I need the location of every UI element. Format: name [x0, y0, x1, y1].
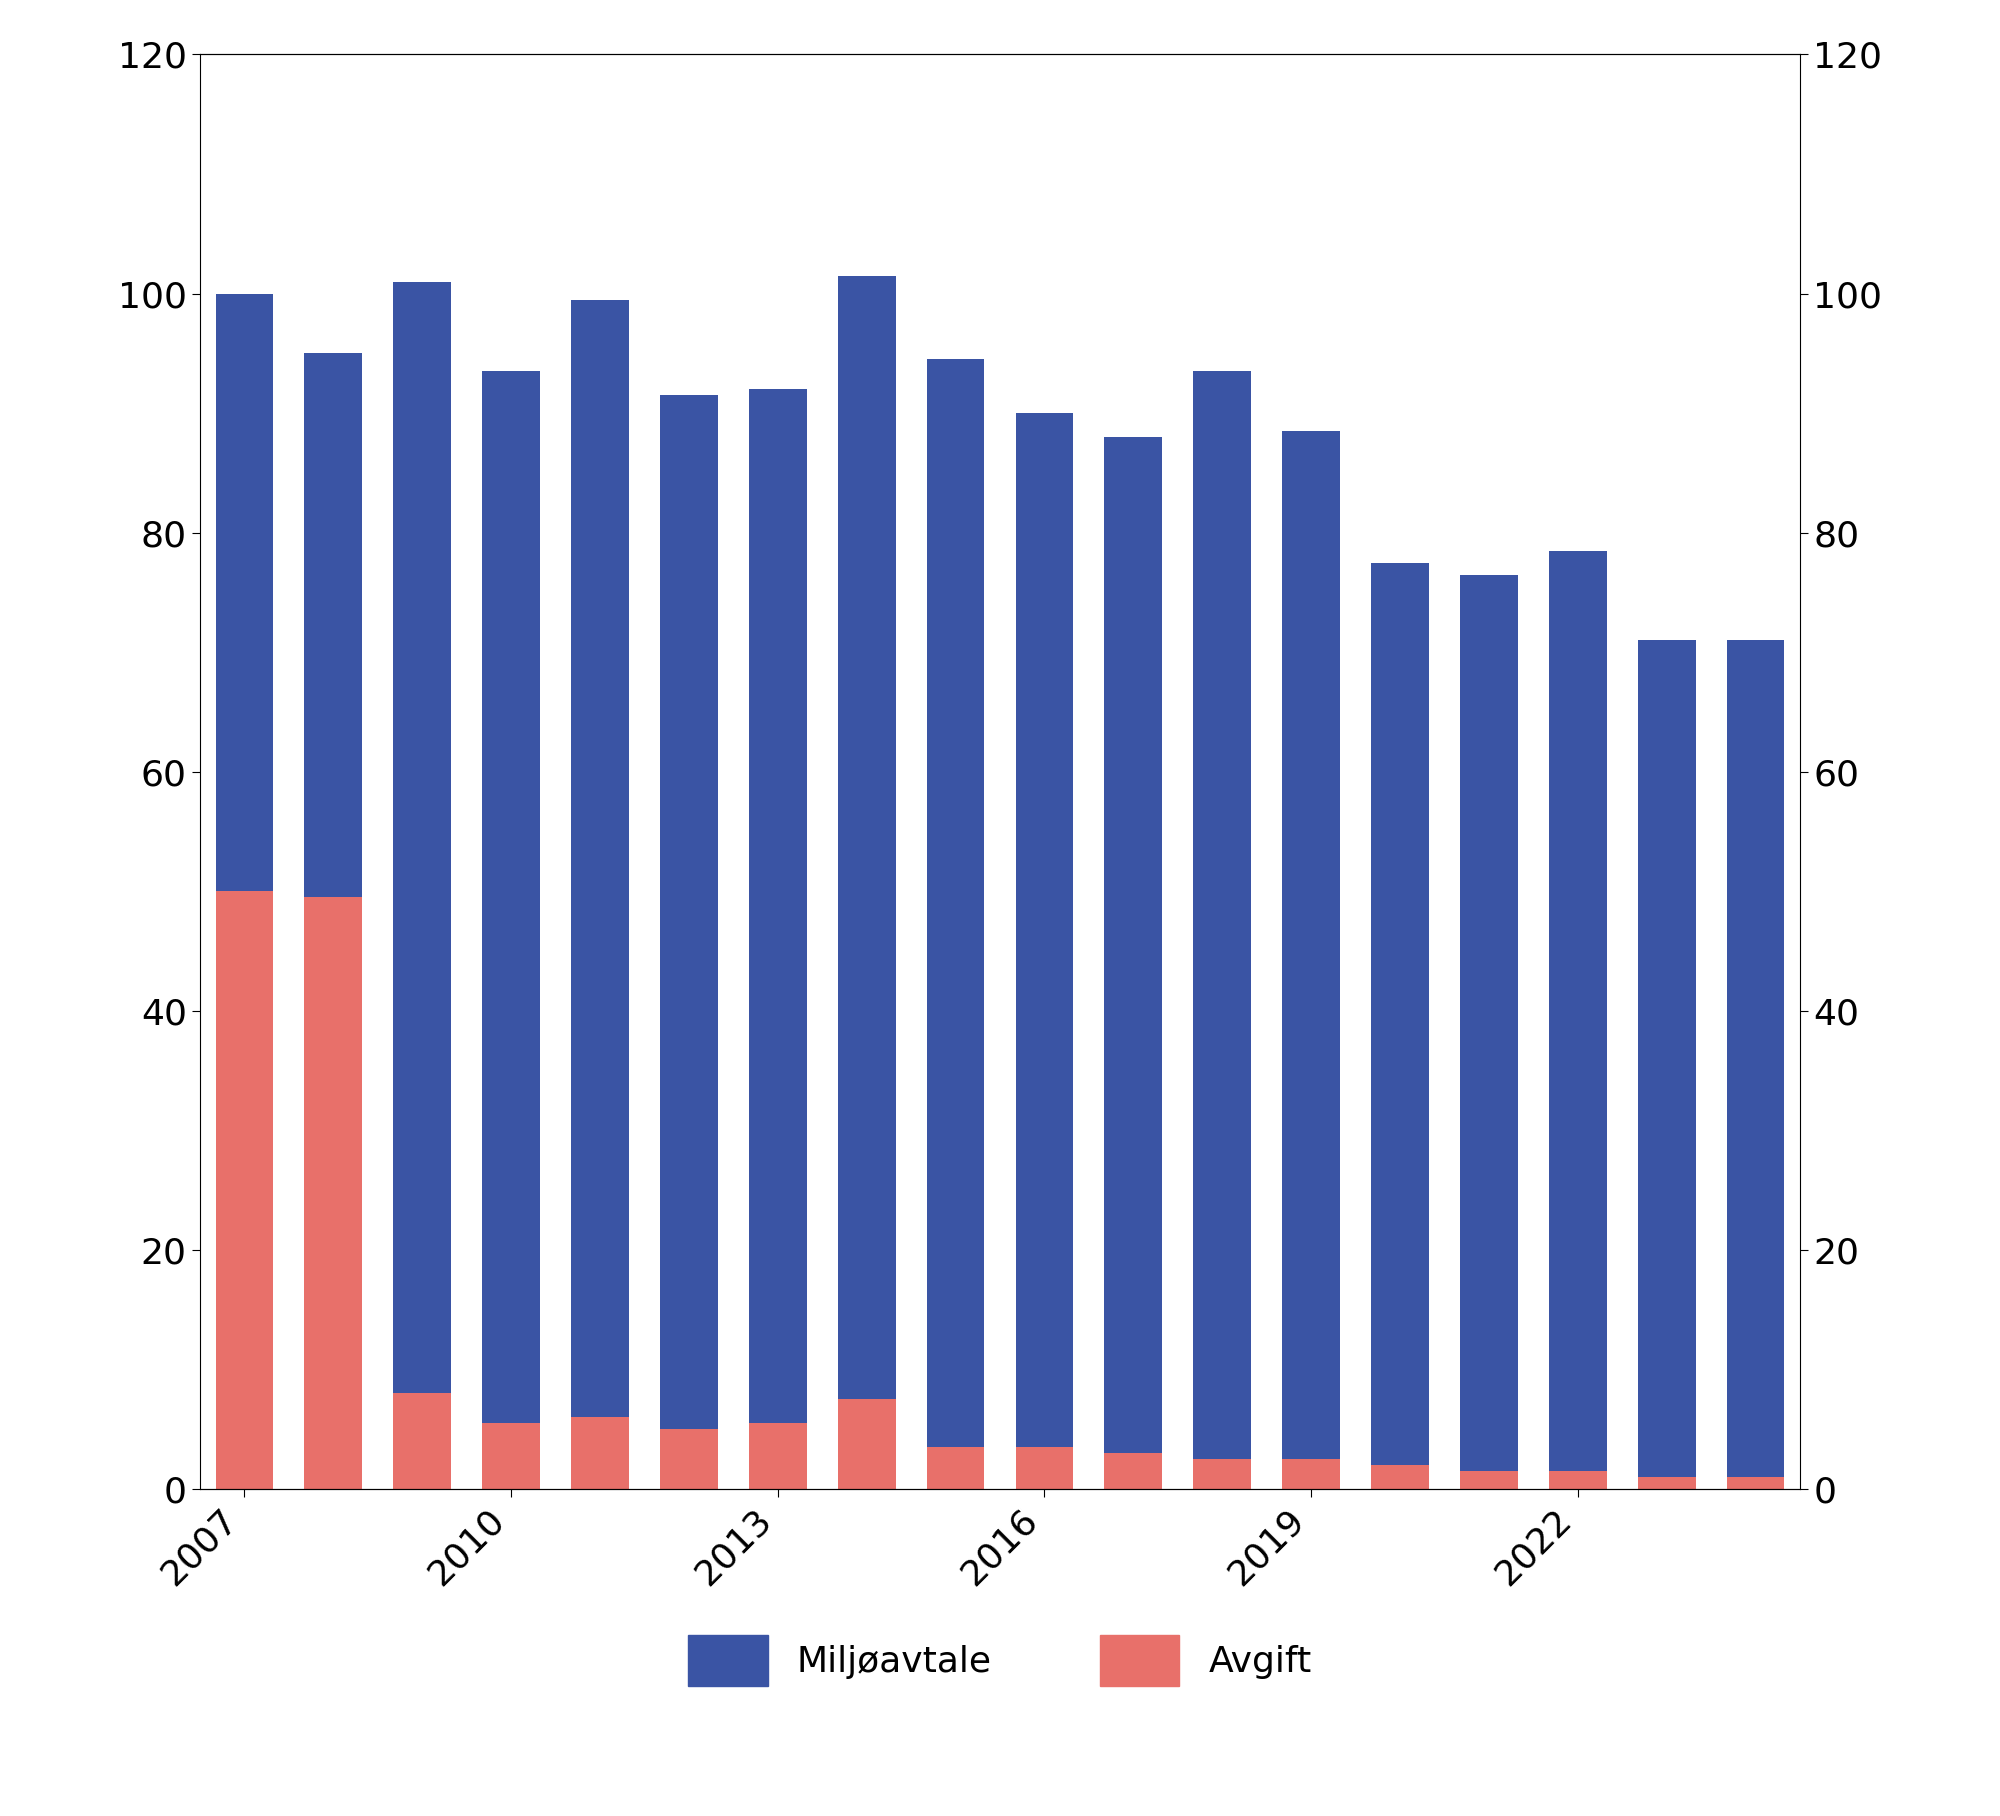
Bar [216, 294, 274, 892]
Bar [1282, 1460, 1340, 1489]
Bar [1460, 574, 1518, 1471]
Bar [1726, 1476, 1784, 1489]
Bar [1372, 1466, 1428, 1489]
Bar [1016, 414, 1074, 1447]
Bar [1638, 1476, 1696, 1489]
Bar [838, 276, 896, 1400]
Bar [572, 1418, 628, 1489]
Bar [1638, 641, 1696, 1476]
Bar [838, 1400, 896, 1489]
Bar [1548, 550, 1606, 1471]
Bar [394, 281, 452, 1393]
Bar [1104, 1453, 1162, 1489]
Bar [926, 1447, 984, 1489]
Bar [748, 389, 806, 1424]
Legend: Miljøavtale, Avgift: Miljøavtale, Avgift [652, 1598, 1348, 1722]
Bar [926, 360, 984, 1447]
Bar [1726, 641, 1784, 1476]
Bar [1104, 438, 1162, 1453]
Bar [1282, 430, 1340, 1460]
Bar [482, 1424, 540, 1489]
Bar [660, 396, 718, 1429]
Bar [304, 897, 362, 1489]
Bar [1194, 370, 1252, 1460]
Bar [748, 1424, 806, 1489]
Bar [1016, 1447, 1074, 1489]
Bar [304, 354, 362, 897]
Bar [660, 1429, 718, 1489]
Bar [1460, 1471, 1518, 1489]
Bar [216, 892, 274, 1489]
Bar [1372, 563, 1428, 1466]
Bar [482, 370, 540, 1424]
Bar [572, 300, 628, 1418]
Bar [1548, 1471, 1606, 1489]
Bar [394, 1393, 452, 1489]
Bar [1194, 1460, 1252, 1489]
